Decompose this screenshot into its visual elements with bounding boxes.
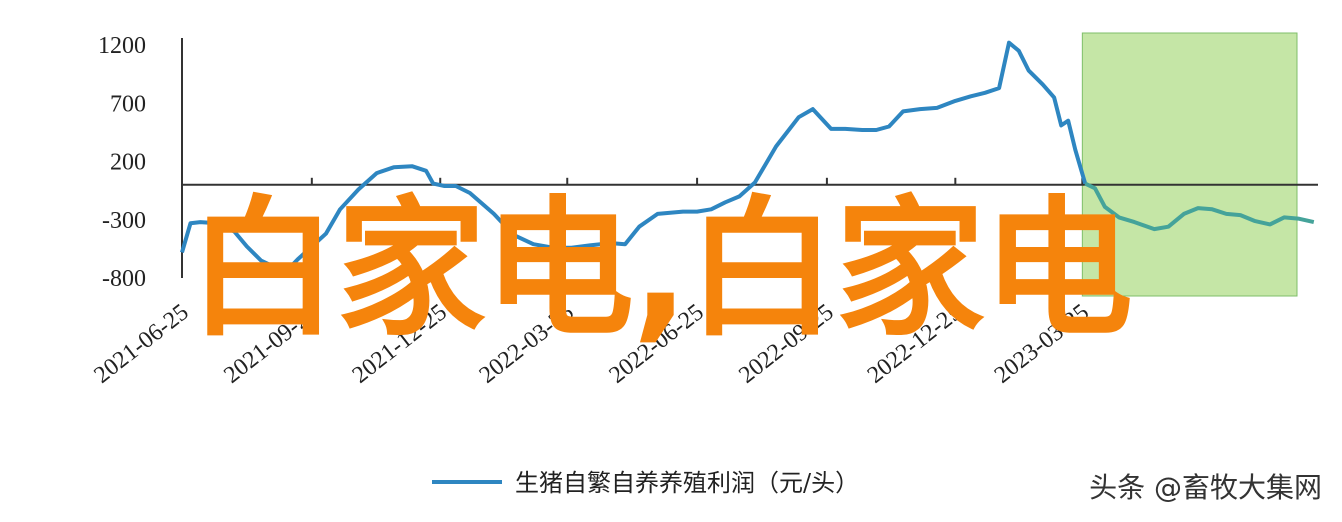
- y-tick-label: 1200: [98, 33, 146, 59]
- highlight-region: [1081, 32, 1298, 297]
- y-tick-label: 700: [110, 91, 146, 117]
- watermark: 头条 @畜牧大集网: [1089, 471, 1322, 504]
- legend-label: 生猪自繁自养养殖利润（元/头）: [515, 469, 859, 497]
- legend: 生猪自繁自养养殖利润（元/头）: [432, 469, 859, 497]
- y-tick-label: 200: [110, 150, 146, 176]
- series-line-before-highlight: [180, 40, 1088, 272]
- y-ticks: 1200 700 200 -300 -800: [98, 33, 146, 292]
- series-line-after-highlight: [1084, 181, 1315, 232]
- y-tick-label: -300: [102, 208, 146, 234]
- overlay-text: 白家电,白家电: [188, 183, 1133, 357]
- x-tick-label: 2021-06-25: [89, 299, 193, 388]
- y-tick-label: -800: [102, 266, 146, 292]
